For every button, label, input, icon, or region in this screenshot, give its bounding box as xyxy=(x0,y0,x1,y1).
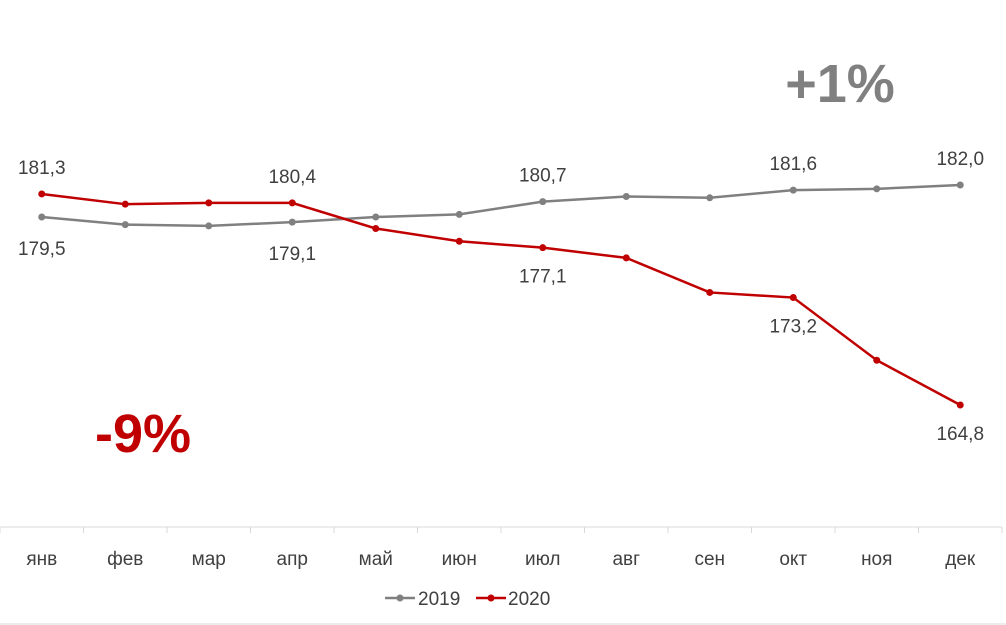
x-tick-label: авг xyxy=(612,549,640,570)
data-point-2020[interactable] xyxy=(121,200,129,208)
data-label-2019: 179,5 xyxy=(18,239,66,260)
data-point-2019[interactable] xyxy=(622,193,630,201)
data-point-2019[interactable] xyxy=(539,198,547,206)
data-point-2020[interactable] xyxy=(38,190,46,198)
legend-item-2019[interactable]: 2019 xyxy=(385,589,460,610)
legend-item-2020[interactable]: 2020 xyxy=(476,589,550,610)
data-point-2019[interactable] xyxy=(956,181,964,189)
data-point-2020[interactable] xyxy=(539,244,547,252)
data-point-2019[interactable] xyxy=(288,218,296,226)
data-point-2019[interactable] xyxy=(121,221,129,229)
legend-label-2020: 2020 xyxy=(508,589,550,610)
data-point-2020[interactable] xyxy=(873,356,881,364)
plot-area xyxy=(38,181,964,409)
data-point-2019[interactable] xyxy=(789,186,797,194)
x-tick-label: май xyxy=(359,549,393,570)
data-label-2020: 181,3 xyxy=(18,158,66,179)
data-point-2020[interactable] xyxy=(288,199,296,207)
annotations: +1% -9% xyxy=(95,54,895,464)
data-point-2020[interactable] xyxy=(706,288,714,296)
data-label-2019: 180,7 xyxy=(519,166,567,187)
data-point-2019[interactable] xyxy=(706,194,714,202)
x-tick-label: мар xyxy=(192,549,226,570)
legend: 2019 2020 xyxy=(385,589,550,610)
annotation-2020-change: -9% xyxy=(95,404,191,464)
annotation-2019-change: +1% xyxy=(785,54,895,114)
data-label-2019: 182,0 xyxy=(936,149,984,170)
data-point-2020[interactable] xyxy=(622,254,630,262)
series-line-2019 xyxy=(41,183,961,228)
data-point-2019[interactable] xyxy=(372,213,380,221)
data-point-2020[interactable] xyxy=(956,401,964,409)
x-tick-label: фев xyxy=(107,549,143,570)
series-line-2020 xyxy=(41,192,961,407)
data-point-2020[interactable] xyxy=(455,237,463,245)
x-axis: янв фев мар апр май июн июл авг сен окт ноя дек xyxy=(0,526,1006,625)
x-tick-label: сен xyxy=(694,549,725,570)
data-point-2020[interactable] xyxy=(205,199,213,207)
x-tick-label: окт xyxy=(779,549,807,570)
data-label-2020: 180,4 xyxy=(268,167,316,188)
data-label-2020: 177,1 xyxy=(519,267,567,288)
data-point-2019[interactable] xyxy=(38,213,46,221)
data-point-2020[interactable] xyxy=(789,294,797,302)
data-label-2020: 164,8 xyxy=(936,424,984,445)
data-point-2019[interactable] xyxy=(455,210,463,218)
x-tick-label: ноя xyxy=(861,549,892,570)
legend-label-2019: 2019 xyxy=(418,589,460,610)
data-label-2020: 173,2 xyxy=(769,317,817,338)
x-tick-label: апр xyxy=(277,549,308,570)
data-point-2020[interactable] xyxy=(372,224,380,232)
x-tick-label: янв xyxy=(26,549,57,570)
x-tick-label: июл xyxy=(525,549,561,570)
data-labels: 179,5 179,1 180,7 181,6 182,0 181,3 180,4 177,1… xyxy=(18,149,984,445)
data-label-2019: 179,1 xyxy=(268,244,316,265)
data-point-2019[interactable] xyxy=(205,222,213,230)
data-point-2019[interactable] xyxy=(873,185,881,193)
x-tick-label: июн xyxy=(442,549,477,570)
x-tick-label: дек xyxy=(945,549,976,570)
data-label-2019: 181,6 xyxy=(769,154,817,175)
